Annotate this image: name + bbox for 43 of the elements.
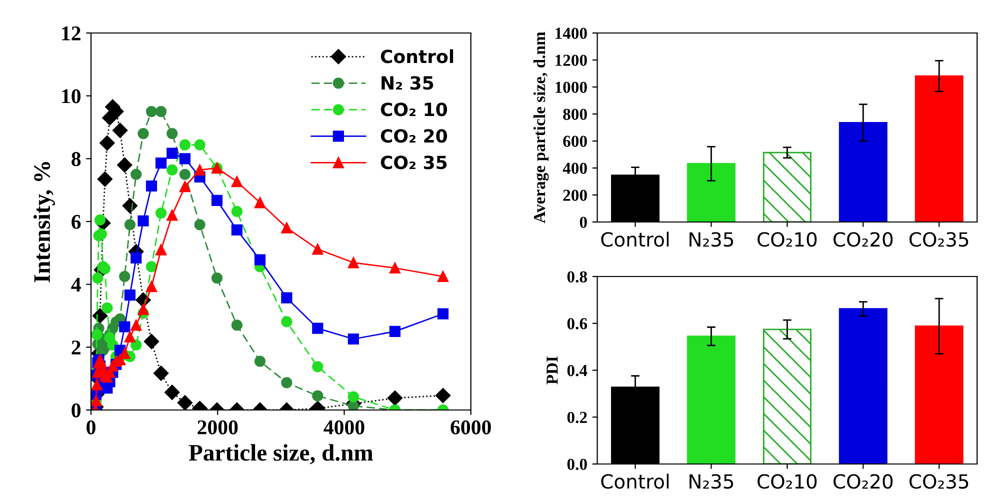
y-tick-label: 0.0 xyxy=(567,458,587,470)
y-tick-label: 800 xyxy=(563,108,587,120)
x-tick-label: CO₂10 xyxy=(758,474,817,489)
y-tick-label: 12 xyxy=(62,26,80,40)
legend-label: CO₂ 10 xyxy=(380,102,448,116)
x-tick-label: CO₂35 xyxy=(910,232,968,247)
y-tick-label: 0 xyxy=(72,403,81,418)
x-tick-label: 2000 xyxy=(198,420,238,434)
y-tick-label: 0.8 xyxy=(567,271,588,283)
x-tick-label: CO₂20 xyxy=(834,474,893,489)
y-axis-title: Intensity, % xyxy=(33,162,55,282)
y-axis-title: Average particle size, d.nm xyxy=(533,32,549,224)
x-tick-label: CO₂35 xyxy=(910,474,968,489)
legend-label: CO₂ 35 xyxy=(380,156,447,170)
legend-label: CO₂ 20 xyxy=(380,129,448,143)
y-tick-label: 400 xyxy=(562,162,587,174)
x-tick-label: N₂35 xyxy=(690,474,734,489)
x-tick-label: 6000 xyxy=(450,420,491,434)
y-tick-label: 6 xyxy=(72,214,81,229)
legend-label: Control xyxy=(380,49,454,64)
y-tick-label: 600 xyxy=(563,136,587,147)
y-tick-label: 4 xyxy=(71,278,81,292)
y-tick-label: 0.2 xyxy=(567,412,587,424)
y-tick-label: 1400 xyxy=(556,28,587,39)
y-tick-label: 0.6 xyxy=(567,318,588,330)
x-tick-label: N₂35 xyxy=(690,232,734,247)
y-tick-label: 8 xyxy=(72,152,81,166)
y-tick-label: 2 xyxy=(72,340,80,354)
y-axis-title: PDI xyxy=(546,356,558,384)
y-tick-label: 200 xyxy=(563,190,587,201)
x-tick-label: 0 xyxy=(86,420,96,434)
y-tick-label: 1200 xyxy=(556,54,587,66)
y-tick-label: 10 xyxy=(62,89,81,104)
x-tick-label: CO₂10 xyxy=(758,232,817,247)
x-tick-label: CO₂20 xyxy=(834,232,893,247)
x-tick-label: Control xyxy=(601,232,669,247)
legend-label: N₂ 35 xyxy=(382,76,434,90)
y-tick-label: 1000 xyxy=(556,82,587,93)
y-tick-label: 0 xyxy=(580,216,587,228)
x-tick-label: Control xyxy=(601,474,669,489)
x-tick-label: 4000 xyxy=(324,420,364,434)
x-axis-title: Particle size, d.nm xyxy=(188,444,373,464)
y-tick-label: 0.4 xyxy=(567,364,588,376)
